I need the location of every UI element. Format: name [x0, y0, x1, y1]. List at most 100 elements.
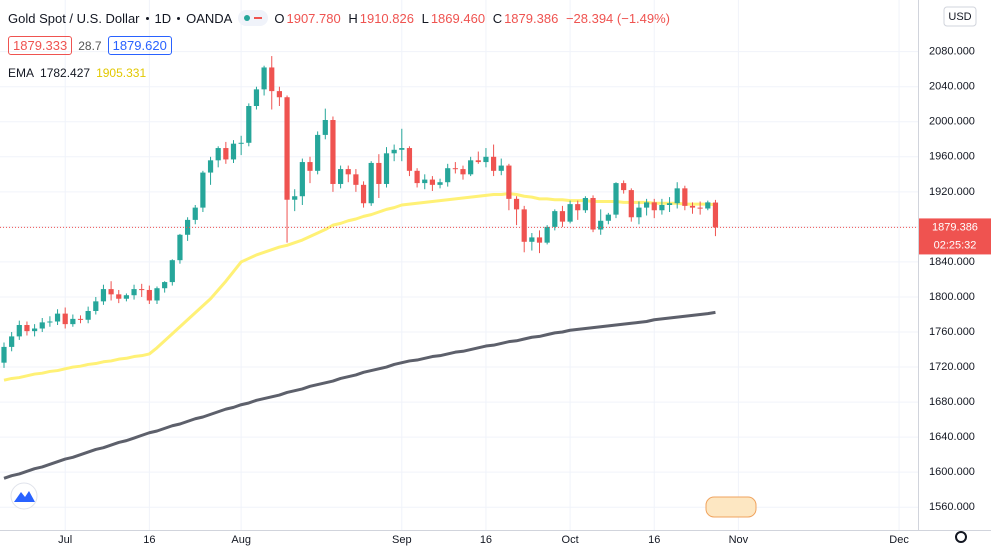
candle-body	[368, 162, 374, 204]
ema-value: 1782.427	[40, 66, 91, 80]
events-badge[interactable]	[705, 496, 757, 518]
x-tick-label: Dec	[889, 534, 909, 546]
status-icon[interactable]	[238, 10, 269, 26]
y-tick-label: 1560.000	[929, 501, 975, 513]
x-tick-label: Nov	[729, 534, 749, 546]
x-tick-label: Oct	[562, 534, 579, 546]
interval: 1D	[154, 10, 172, 26]
candle-body	[276, 91, 282, 98]
candle-body	[491, 156, 497, 171]
candle-body	[269, 67, 275, 92]
ema-value: 1905.331	[96, 66, 147, 80]
candle-body	[215, 148, 221, 161]
candle-body	[628, 190, 634, 218]
candle-body	[552, 211, 558, 227]
y-tick-label: 1800.000	[929, 291, 975, 303]
candle-body	[207, 160, 214, 173]
y-tick-label: 1640.000	[929, 431, 975, 443]
x-tick-label: 16	[648, 534, 660, 546]
candle-body	[85, 310, 91, 320]
candle-body	[154, 288, 160, 301]
legend-main: Gold Spot / U.S. Dollar 1D OANDA O 1907.7…	[8, 10, 672, 26]
candle-body	[353, 174, 359, 185]
change: −28.394 (−1.49%)	[565, 10, 671, 26]
y-tick-label: 2000.000	[929, 116, 975, 128]
candle-body	[177, 234, 183, 261]
candle-body	[292, 196, 298, 200]
ohlc-value: 1907.780	[286, 10, 341, 26]
x-tick-label: 16	[480, 534, 492, 546]
candle-body	[582, 197, 588, 211]
candle-body	[391, 149, 397, 154]
bid[interactable]: 1879.333	[8, 36, 73, 55]
candle-body	[475, 160, 481, 163]
candle-body	[108, 289, 114, 295]
axes: 1560.000 1600.000 1640.000 1680.000 1720.000…	[0, 46, 991, 546]
candle-body	[621, 183, 627, 191]
candle-body	[399, 148, 405, 150]
candle-body	[644, 202, 650, 208]
y-tick-label: 1680.000	[929, 396, 975, 408]
y-tick-label: 1600.000	[929, 466, 975, 478]
candle-body	[123, 295, 129, 299]
ohlc-value: 1879.386	[504, 10, 559, 26]
candle-body	[536, 237, 543, 243]
legend-quotes: 1879.333 28.7 1879.620	[8, 36, 172, 55]
candle-body	[376, 162, 382, 184]
candle-body	[360, 184, 367, 204]
candle-body	[169, 260, 175, 283]
candle-body	[651, 202, 657, 211]
candle-body	[24, 325, 30, 332]
y-tick-label: 1720.000	[929, 361, 975, 373]
candle-body	[605, 214, 611, 221]
candle-body	[345, 169, 351, 175]
candle-body	[192, 207, 198, 220]
ema-lines	[3, 192, 716, 480]
candle-body	[185, 219, 191, 235]
candle-body	[315, 134, 321, 171]
ohlc-label: C	[492, 10, 503, 26]
candle-body	[131, 289, 137, 296]
ask[interactable]: 1879.620	[107, 36, 172, 55]
candle-body	[162, 282, 168, 289]
candle-body	[1, 346, 7, 363]
candle-body	[139, 289, 145, 291]
currency-box[interactable]	[943, 6, 977, 27]
candle-body	[54, 313, 61, 322]
ohlc-label: O	[274, 10, 285, 26]
candle-body	[559, 211, 566, 222]
candle-body	[338, 169, 344, 184]
x-tick-label: Aug	[231, 534, 251, 546]
candle-body	[429, 179, 435, 185]
candle-body	[299, 162, 305, 197]
candle-body	[674, 188, 680, 204]
currency[interactable]: USD	[948, 11, 971, 23]
candle-body	[9, 336, 15, 347]
ohlc-value: 1869.460	[430, 10, 486, 26]
x-tick-label: 16	[143, 534, 155, 546]
candle-body	[529, 237, 535, 242]
candle-body	[62, 313, 68, 325]
candle-body	[322, 120, 328, 135]
y-tick-label: 1760.000	[929, 326, 975, 338]
ohlc-label: H	[348, 10, 358, 26]
candle-body	[513, 198, 520, 210]
candle-body	[659, 204, 665, 211]
candles	[1, 56, 719, 368]
y-tick-label: 1960.000	[929, 151, 975, 163]
candle-body	[100, 289, 107, 302]
candle-body	[261, 67, 267, 90]
settings-icon[interactable]	[955, 531, 967, 543]
candle-body	[330, 120, 336, 184]
candle-body	[39, 322, 45, 329]
candle-body	[437, 182, 443, 185]
candle-body	[32, 328, 38, 332]
legend-ema: EMA 1782.427 1905.331	[8, 66, 146, 80]
y-tick-label: 1920.000	[929, 186, 975, 198]
candle-body	[544, 226, 550, 243]
candle-body	[598, 220, 604, 230]
candle-body	[16, 325, 22, 337]
candle-body	[406, 148, 413, 171]
